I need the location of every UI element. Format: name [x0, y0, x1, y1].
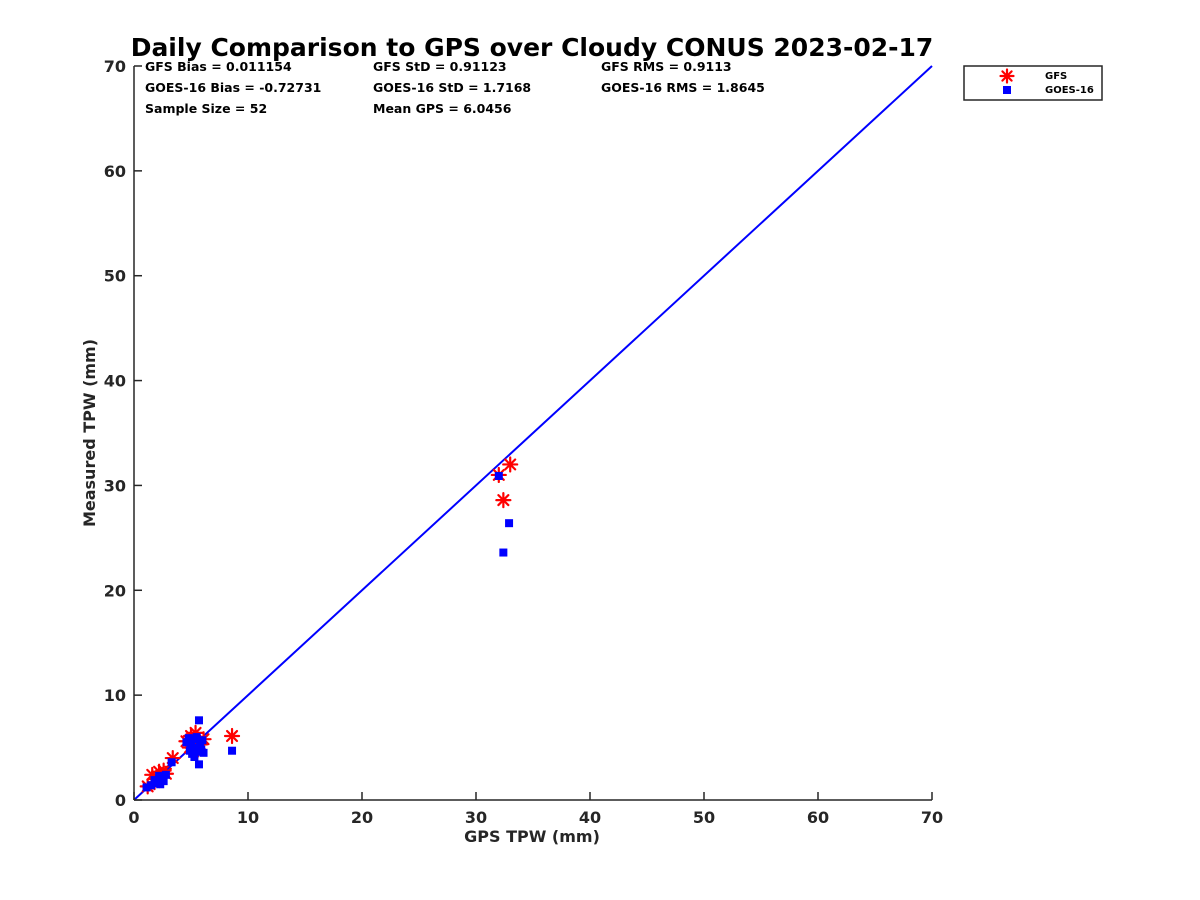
stat-label: GOES-16 RMS = 1.8645 [601, 80, 765, 95]
stat-label: GFS RMS = 0.9113 [601, 59, 732, 74]
goes16-point [182, 738, 191, 747]
y-tick-label: 30 [104, 476, 126, 495]
goes16-point [159, 777, 168, 786]
goes16-point [194, 760, 203, 769]
goes16-point [184, 734, 193, 743]
legend-goes16-label: GOES-16 [1045, 85, 1094, 96]
legend-box [963, 65, 1103, 101]
gfs-point [495, 492, 512, 509]
x-tick-label: 40 [579, 808, 601, 827]
goes16-point [147, 781, 156, 790]
x-tick-label: 70 [921, 808, 943, 827]
x-tick-label: 20 [351, 808, 373, 827]
one-to-one-line [133, 65, 933, 801]
y-tick-label: 60 [104, 162, 126, 181]
axes: 0 10 20 30 40 50 60 70 0 10 20 30 40 50 60 70 [104, 57, 943, 827]
stat-label: GFS StD = 0.91123 [373, 59, 507, 74]
goes16-point [190, 753, 199, 762]
goes16-point [161, 770, 170, 779]
y-tick-label: 70 [104, 57, 126, 76]
x-tick-label: 60 [807, 808, 829, 827]
y-tick-label: 0 [115, 791, 126, 810]
series-goes16 [142, 471, 514, 792]
stat-label: GFS Bias = 0.011154 [145, 59, 292, 74]
goes16-point [167, 758, 176, 767]
chart-title: Daily Comparison to GPS over Cloudy CONU… [131, 33, 934, 62]
x-tick-label: 30 [465, 808, 487, 827]
goes16-point [228, 746, 237, 755]
legend-goes16-marker [1003, 86, 1011, 94]
stat-label: GOES-16 Bias = -0.72731 [145, 80, 321, 95]
legend-gfs-label: GFS [1045, 71, 1067, 82]
y-tick-label: 50 [104, 267, 126, 286]
gfs-point [502, 456, 519, 473]
y-axis-label: Measured TPW (mm) [80, 339, 99, 527]
x-tick-label: 0 [128, 808, 139, 827]
goes16-point [142, 783, 151, 792]
x-tick-label: 10 [237, 808, 259, 827]
y-tick-label: 20 [104, 581, 126, 600]
goes16-point [499, 548, 508, 557]
gfs-point [223, 727, 241, 745]
legend: GFS GOES-16 [963, 65, 1103, 101]
goes16-point [505, 519, 514, 528]
x-axis-label: GPS TPW (mm) [464, 827, 600, 846]
stat-label: Mean GPS = 6.0456 [373, 101, 512, 116]
goes16-point [192, 733, 201, 742]
x-tick-label: 50 [693, 808, 715, 827]
goes16-point [187, 741, 195, 750]
stats-annotations: GFS Bias = 0.011154 GFS StD = 0.91123 GFS … [145, 59, 765, 116]
goes16-point [494, 471, 503, 480]
goes16-point [194, 716, 203, 725]
goes16-point [198, 736, 207, 745]
y-tick-label: 10 [104, 686, 126, 705]
legend-gfs-marker [999, 68, 1015, 84]
goes16-point [191, 743, 200, 752]
stat-label: GOES-16 StD = 1.7168 [373, 80, 531, 95]
stat-label: Sample Size = 52 [145, 101, 267, 116]
y-tick-label: 40 [104, 372, 126, 391]
goes16-point [199, 748, 208, 757]
